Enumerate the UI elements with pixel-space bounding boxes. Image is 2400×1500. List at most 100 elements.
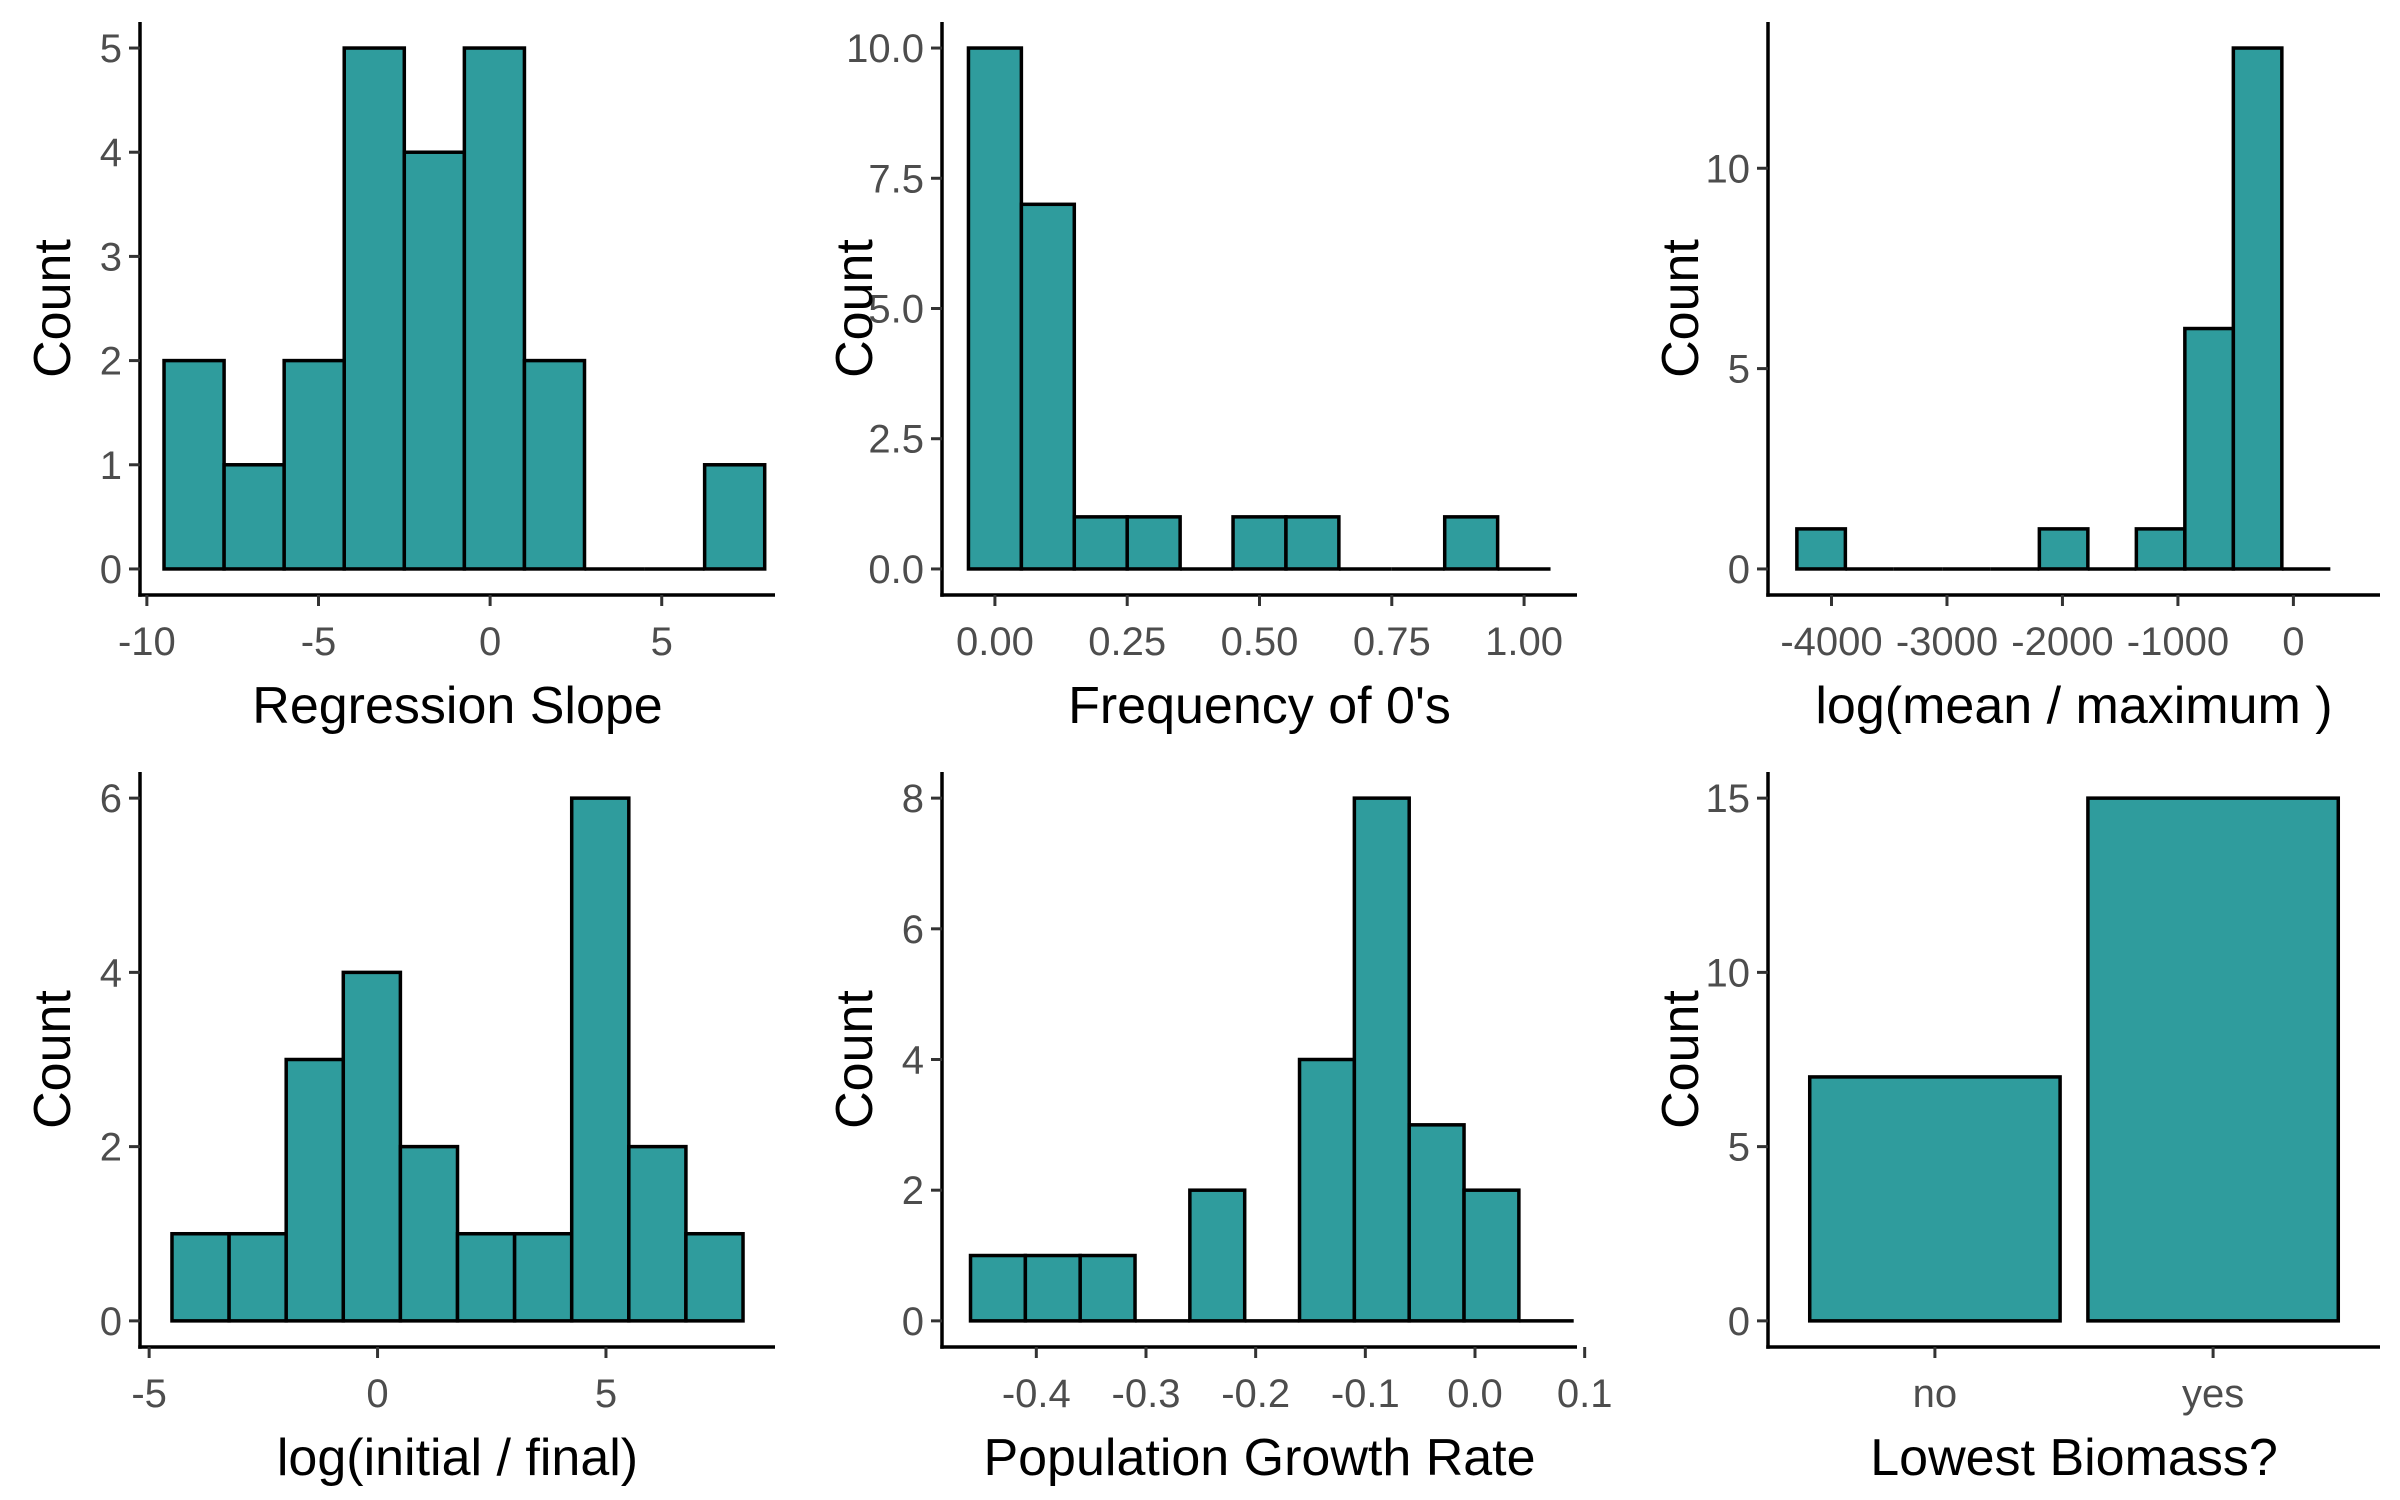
histogram-bar — [284, 1057, 346, 1323]
y-axis-title: Count — [1652, 990, 1710, 1129]
x-tick-label: -5 — [131, 1372, 167, 1416]
x-tick-label: 5 — [651, 620, 673, 664]
y-tick-label: 4 — [902, 1039, 924, 1083]
y-tick-label: 2 — [100, 340, 122, 384]
histogram-bar — [227, 1231, 288, 1323]
x-axis-title: Population Growth Rate — [983, 1429, 1535, 1487]
y-tick-label: 0 — [100, 1300, 122, 1344]
x-tick-label: -0.3 — [1112, 1372, 1181, 1416]
y-tick-label: 3 — [100, 235, 122, 279]
histogram-bar — [1078, 1253, 1137, 1323]
histogram-bar — [512, 1231, 574, 1323]
histogram-bar — [2231, 46, 2284, 571]
x-tick-label: -3000 — [1896, 620, 1998, 664]
histogram-bar — [966, 46, 1024, 571]
y-axis-title: Count — [24, 990, 82, 1129]
histogram-bar — [1352, 796, 1411, 1323]
histogram-bar — [402, 150, 467, 571]
histogram-bar — [1407, 1123, 1466, 1323]
histogram-bar — [1188, 1188, 1247, 1323]
x-tick-label: 1.00 — [1485, 620, 1563, 664]
category-bar — [1807, 1075, 2062, 1323]
histogram-bar — [170, 1231, 231, 1323]
x-tick-label: 0.25 — [1088, 620, 1166, 664]
x-tick-label: -2000 — [2011, 620, 2113, 664]
y-tick-label: 0 — [902, 1300, 924, 1344]
y-tick-label: 4 — [100, 131, 122, 175]
y-tick-label: 0.0 — [868, 548, 924, 592]
histogram-bar — [684, 1231, 745, 1323]
y-tick-label: 5 — [1728, 348, 1750, 392]
x-tick-label: 0 — [2282, 620, 2304, 664]
histogram-panel-5: 0 2 4 6 8 -0.4 -0.3 -0.2 -0.1 0.0 0.1 Population Gr… — [826, 772, 1612, 1487]
histogram-panel-2: 0.0 2.5 5.0 7.5 10.0 0.00 0.25 0.50 0.75 1.00 Freq… — [826, 22, 1577, 735]
x-tick-label: -0.1 — [1331, 1372, 1400, 1416]
histogram-bar — [1023, 1253, 1082, 1323]
y-tick-label: 2.5 — [868, 418, 924, 462]
histogram-bar — [1019, 202, 1077, 571]
x-axis-title: Regression Slope — [252, 677, 662, 735]
x-tick-label: no — [1913, 1372, 1958, 1416]
histogram-bar — [2183, 326, 2236, 571]
x-tick-label: 0 — [479, 620, 501, 664]
histogram-bar — [569, 796, 631, 1323]
histogram-bar — [522, 358, 587, 571]
histogram-bar — [1462, 1188, 1521, 1323]
y-tick-label: 2 — [902, 1169, 924, 1213]
histogram-bar — [455, 1231, 517, 1323]
histogram-bar — [222, 463, 286, 571]
y-tick-label: 5.0 — [868, 288, 924, 332]
y-tick-label: 10.0 — [846, 27, 924, 71]
histogram-bar — [1442, 515, 1500, 571]
x-axis-title: Frequency of 0's — [1068, 677, 1451, 735]
x-tick-label: -0.4 — [1002, 1372, 1071, 1416]
histogram-bar — [1072, 515, 1129, 571]
y-tick-label: 5 — [100, 27, 122, 71]
y-tick-label: 4 — [100, 951, 122, 995]
histogram-panel-6: 0 5 10 15 no yes Lowest Biomass? Count — [1652, 772, 2380, 1487]
x-axis-title: log(initial / final) — [277, 1429, 638, 1487]
x-tick-label: 0.1 — [1557, 1372, 1613, 1416]
x-tick-label: -5 — [301, 620, 337, 664]
histogram-bar — [1795, 527, 1848, 571]
y-axis-title: Count — [24, 239, 82, 378]
histogram-panel-1: 0 1 2 3 4 5 -10 -5 0 5 Regression Slope Count — [24, 22, 775, 735]
y-tick-label: 10 — [1706, 951, 1751, 995]
histogram-bar — [2134, 527, 2187, 571]
x-axis-title: log(mean / maximum ) — [1815, 677, 2332, 735]
histogram-bar — [702, 463, 767, 571]
y-tick-label: 6 — [902, 908, 924, 952]
y-axis-title: Count — [826, 990, 884, 1129]
histogram-bar — [162, 358, 226, 571]
category-bar — [2086, 796, 2341, 1323]
histogram-bar — [1125, 515, 1182, 571]
x-tick-label: 5 — [595, 1372, 617, 1416]
y-tick-label: 5 — [1728, 1126, 1750, 1170]
y-tick-label: 7.5 — [868, 157, 924, 201]
y-tick-label: 6 — [100, 777, 122, 821]
y-tick-label: 0 — [1728, 1300, 1750, 1344]
y-tick-label: 1 — [100, 444, 122, 488]
x-tick-label: 0.00 — [956, 620, 1034, 664]
histogram-bar — [1297, 1057, 1357, 1323]
y-axis-title: Count — [826, 239, 884, 378]
y-tick-label: 0 — [100, 548, 122, 592]
histogram-bar — [1284, 515, 1341, 571]
x-tick-label: yes — [2182, 1372, 2244, 1416]
histogram-bar — [2037, 527, 2090, 571]
x-tick-label: 0.75 — [1353, 620, 1431, 664]
histogram-bar — [627, 1144, 688, 1323]
histogram-bar — [282, 358, 346, 571]
histogram-bar — [398, 1144, 460, 1323]
histogram-bar — [968, 1253, 1028, 1323]
y-axis-title: Count — [1652, 239, 1710, 378]
x-tick-label: 0 — [366, 1372, 388, 1416]
y-tick-label: 0 — [1728, 548, 1750, 592]
x-tick-label: -0.2 — [1221, 1372, 1290, 1416]
x-tick-label: -4000 — [1780, 620, 1882, 664]
y-tick-label: 10 — [1706, 147, 1751, 191]
histogram-bar — [342, 46, 407, 571]
x-tick-label: 0.50 — [1221, 620, 1299, 664]
